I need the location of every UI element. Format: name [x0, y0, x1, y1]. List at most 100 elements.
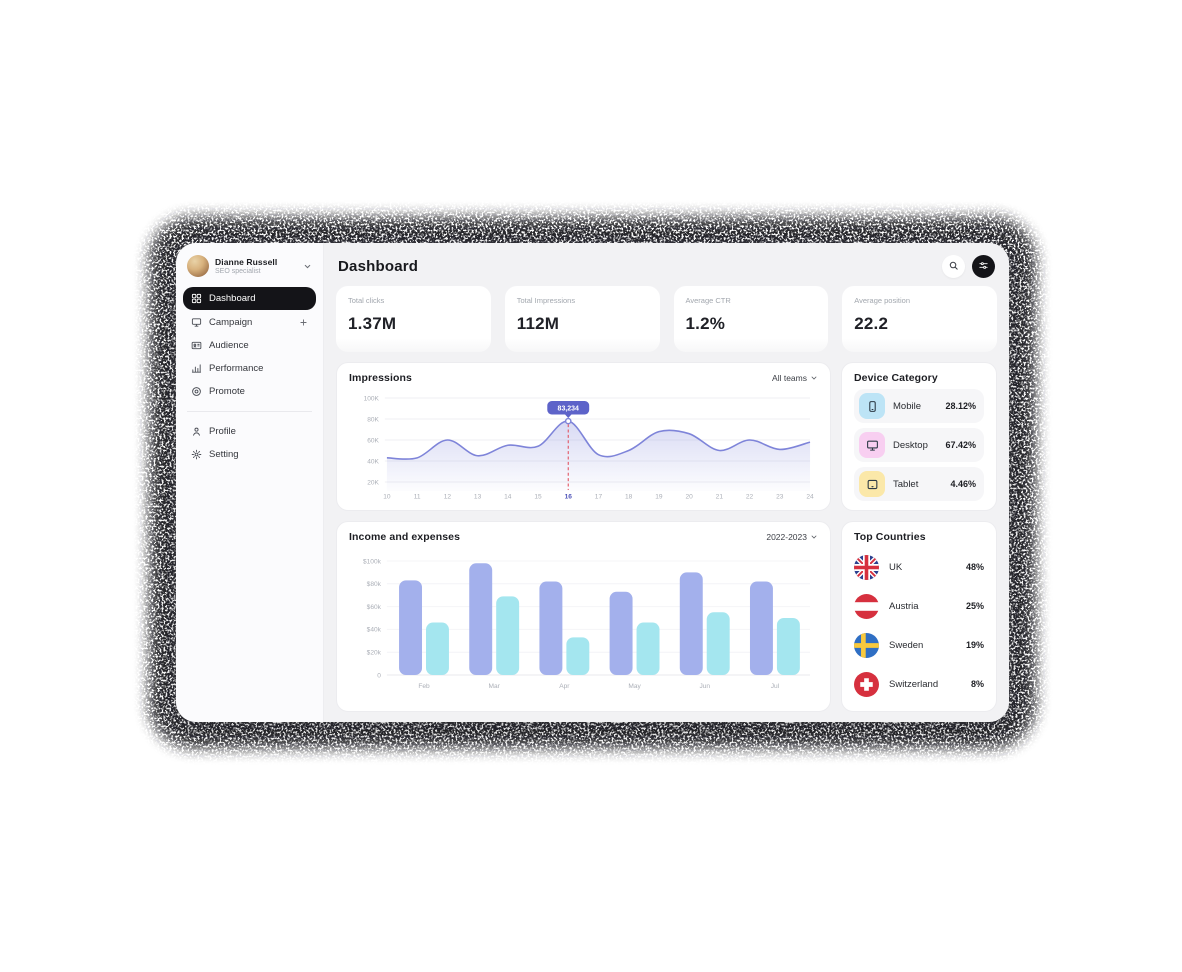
svg-text:$100k: $100k [363, 558, 382, 565]
promote-icon [191, 386, 202, 397]
income-title: Income and expenses [349, 531, 461, 543]
stat-label: Average CTR [685, 296, 731, 305]
year-filter-value: 2022-2023 [766, 532, 807, 542]
user-role: SEO specialist [215, 268, 261, 275]
stat-label: Total Impressions [516, 296, 576, 305]
sliders-icon [978, 259, 989, 274]
stats-row: Total clicks 1.37M Total Impressions 112… [336, 286, 997, 352]
svg-text:$60k: $60k [367, 604, 382, 611]
svg-text:100K: 100K [364, 395, 380, 402]
plus-icon[interactable] [299, 318, 308, 327]
sidebar-item-campaign[interactable]: Campaign [183, 312, 316, 333]
svg-text:20K: 20K [367, 479, 379, 486]
stat-value: 1.37M [348, 314, 397, 333]
sidebar-item-label: Profile [209, 426, 236, 437]
impressions-chart: 100K 80K 60K 40K 20K 83,234 10 11 12 13 14 15 16 17 18… [364, 395, 814, 500]
device-value: 67.42% [945, 440, 976, 450]
sweden-flag [854, 632, 879, 658]
sidebar-item-label: Performance [209, 363, 264, 374]
sidebar-item-performance[interactable]: Performance [183, 358, 316, 379]
dashboard-icon [191, 293, 202, 304]
svg-text:14: 14 [504, 493, 512, 500]
search-button[interactable] [942, 255, 965, 278]
device-category-panel: Device Category Mobile 28.12% [841, 362, 997, 511]
svg-text:Apr: Apr [559, 683, 570, 690]
country-name: Switzerland [889, 678, 939, 690]
svg-text:17: 17 [595, 493, 603, 500]
svg-text:16: 16 [565, 493, 573, 500]
page-title: Dashboard [338, 258, 419, 275]
svg-text:18: 18 [625, 493, 633, 500]
avatar [187, 255, 209, 277]
device-category-title: Device Category [854, 372, 938, 384]
sidebar-item-profile[interactable]: Profile [183, 421, 316, 442]
year-filter-dropdown[interactable]: 2022-2023 [766, 532, 818, 542]
svg-text:21: 21 [716, 493, 724, 500]
switzerland-flag [854, 671, 879, 697]
sidebar-item-dashboard[interactable]: Dashboard [183, 287, 316, 310]
user-profile[interactable]: Dianne Russell SEO specialist [183, 253, 316, 287]
stat-label: Total clicks [348, 296, 385, 305]
country-row-austria: Austria 25% [854, 591, 984, 621]
device-value: 4.46% [950, 479, 976, 489]
sidebar-menu: Dashboard Campaign Audience [183, 287, 316, 402]
stat-value: 22.2 [854, 314, 889, 333]
device-name: Mobile [893, 400, 921, 412]
dashboard-content: Total clicks 1.37M Total Impressions 11 2… [324, 286, 1009, 722]
country-value: 8% [970, 679, 984, 689]
stat-label: Average position [854, 296, 910, 305]
svg-text:15: 15 [534, 493, 542, 500]
svg-text:$80k: $80k [367, 581, 382, 588]
sidebar-item-label: Dashboard [209, 293, 256, 304]
country-value: 48% [965, 562, 984, 572]
audience-icon [191, 340, 202, 351]
filter-button[interactable] [972, 255, 995, 278]
sidebar-item-label: Promote [209, 386, 245, 397]
sidebar-item-promote[interactable]: Promote [183, 381, 316, 402]
svg-text:11: 11 [414, 493, 421, 500]
country-value: 19% [965, 640, 984, 650]
country-name: UK [889, 561, 903, 573]
austria-flag [854, 593, 879, 619]
svg-text:23: 23 [776, 493, 784, 500]
country-name: Austria [889, 600, 919, 612]
sidebar: Dianne Russell SEO specialist Dashboard [176, 243, 324, 722]
svg-text:May: May [628, 683, 641, 690]
topbar: Dashboard [324, 243, 1009, 286]
top-countries-title: Top Countries [854, 531, 926, 543]
device-row-mobile: Mobile 28.12% [854, 389, 984, 423]
teams-filter-dropdown[interactable]: All teams [772, 373, 818, 383]
country-row-uk: UK 48% [854, 552, 984, 582]
top-countries-panel: Top Countries UK 48% Aust [841, 521, 997, 712]
gear-icon [191, 449, 202, 460]
sidebar-item-setting[interactable]: Setting [183, 444, 316, 465]
user-name: Dianne Russell [215, 257, 278, 267]
svg-text:22: 22 [746, 493, 754, 500]
chevron-down-icon [810, 533, 818, 541]
svg-text:0: 0 [377, 672, 381, 679]
svg-text:80K: 80K [367, 416, 379, 423]
impressions-panel: Impressions All teams 100K 80K 60K 40K 20K 83… [336, 362, 831, 511]
chevron-down-icon[interactable] [303, 262, 312, 271]
sidebar-item-audience[interactable]: Audience [183, 335, 316, 356]
impressions-title: Impressions [349, 372, 412, 384]
teams-filter-value: All teams [772, 373, 807, 383]
svg-text:19: 19 [655, 493, 663, 500]
performance-icon [191, 363, 202, 374]
device-name: Desktop [893, 439, 928, 451]
svg-text:Feb: Feb [418, 683, 430, 690]
country-row-switzerland: Switzerland 8% [854, 669, 984, 699]
search-icon [948, 259, 959, 274]
smartphone-icon [859, 393, 885, 419]
sidebar-item-label: Campaign [209, 317, 253, 328]
stat-card-average-position: Average position 22.2 [842, 286, 997, 352]
svg-text:Jul: Jul [771, 683, 780, 690]
campaign-icon [191, 317, 202, 328]
main-content: Dashboard [324, 243, 1009, 722]
sidebar-secondary-menu: Profile Setting [183, 421, 316, 465]
stat-card-total-clicks: Total clicks 1.37M [336, 286, 491, 352]
device-name: Tablet [893, 478, 919, 490]
sidebar-divider [187, 411, 312, 412]
svg-text:12: 12 [444, 493, 452, 500]
